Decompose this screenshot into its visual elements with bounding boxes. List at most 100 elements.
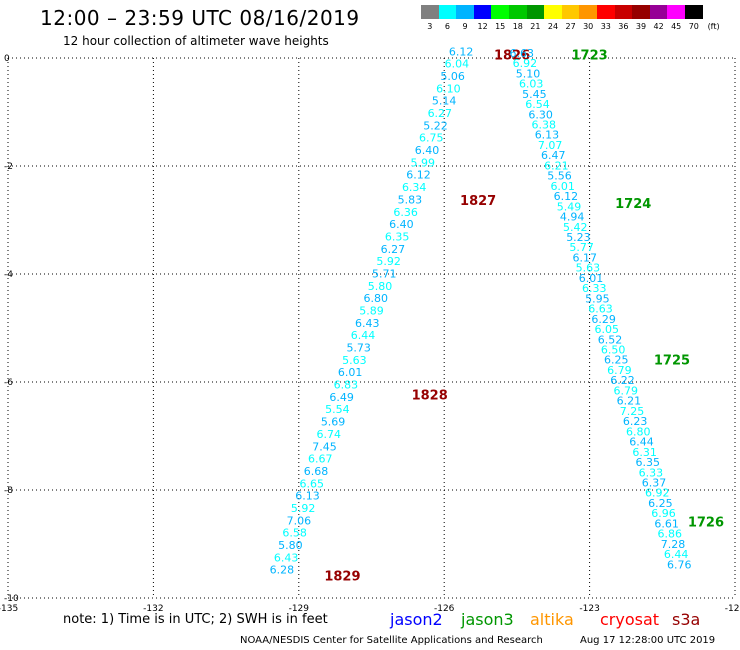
wave-height-label: 5.54: [325, 403, 350, 416]
scale-swatch: [473, 5, 492, 19]
wave-height-label: 5.63: [576, 262, 601, 275]
wave-height-label: 6.92: [645, 487, 670, 500]
wave-height-label: 6.47: [541, 149, 566, 162]
wave-height-label: 7.45: [312, 440, 337, 453]
scale-unit: (ft): [707, 22, 720, 31]
wave-height-label: 6.13: [535, 129, 560, 142]
wave-height-label: 5.92: [291, 502, 316, 515]
lon-tick-label: -129: [289, 604, 310, 614]
scale-swatch: [491, 5, 509, 19]
page-subtitle: 12 hour collection of altimeter wave hei…: [63, 34, 329, 48]
wave-height-label: 6.38: [532, 119, 557, 132]
footer-timestamp: Aug 17 12:28:00 UTC 2019: [580, 635, 716, 646]
wave-height-label: 6.01: [550, 180, 575, 193]
wave-height-label: 6.52: [598, 333, 623, 346]
wave-height-label: 6.50: [601, 344, 626, 357]
wave-height-label: 6.86: [658, 528, 683, 541]
wave-height-label: 5.22: [423, 119, 448, 132]
wave-height-label: 6.79: [607, 364, 632, 377]
scale-label: 21: [530, 22, 541, 31]
pass-time-label: 1828: [412, 389, 448, 404]
scale-label: 36: [618, 22, 629, 31]
wave-height-label: 6.96: [651, 507, 676, 520]
wave-height-label: 7.07: [538, 139, 563, 152]
pass-time-label: 1723: [572, 48, 608, 63]
wave-height-label: 6.28: [270, 564, 295, 577]
wave-height-label: 6.10: [436, 82, 461, 95]
lon-tick-label: -126: [434, 604, 455, 614]
wave-height-label: 6.17: [573, 251, 598, 264]
mission-jason2: jason2: [390, 610, 443, 629]
wave-height-label: 5.73: [346, 342, 371, 355]
wave-height-label: 6.27: [381, 243, 406, 256]
wave-height-label: 6.25: [648, 497, 673, 510]
wave-height-label: 5.14: [432, 95, 457, 108]
wave-height-label: 6.43: [274, 551, 299, 564]
mission-jason3: jason3: [461, 610, 514, 629]
scale-swatch: [667, 5, 685, 19]
wave-height-label: 7.28: [661, 538, 686, 551]
wave-height-label: 6.01: [338, 366, 363, 379]
wave-height-label: 6.27: [428, 107, 453, 120]
scale-label: 9: [462, 22, 468, 31]
wave-height-label: 6.12: [449, 45, 474, 58]
scale-label: 15: [495, 22, 506, 31]
scale-swatch: [544, 5, 562, 19]
scale-label: 3: [427, 22, 433, 31]
wave-height-label: 6.30: [528, 108, 553, 121]
scale-label: 70: [688, 22, 699, 31]
scale-swatch: [614, 5, 633, 19]
lon-tick-label: -123: [579, 604, 599, 614]
scale-swatch: [649, 5, 668, 19]
wave-height-label: 6.04: [445, 58, 470, 71]
wave-height-label: 6.40: [389, 218, 414, 231]
wave-height-label: 6.37: [642, 476, 667, 489]
wave-height-label: 6.44: [351, 329, 376, 342]
scale-swatch: [526, 5, 545, 19]
wave-height-label: 6.22: [610, 374, 635, 387]
wave-height-label: 5.56: [547, 170, 572, 183]
wave-height-label: 6.29: [591, 313, 616, 326]
scale-swatch: [438, 5, 457, 19]
scale-swatch: [561, 5, 580, 19]
wave-height-label: 6.01: [579, 272, 604, 285]
wave-height-label: 6.44: [664, 548, 689, 561]
scale-label: 39: [635, 22, 647, 31]
scale-swatch: [685, 5, 703, 19]
lat-tick-label: -6: [4, 378, 13, 388]
scale-swatch: [421, 5, 439, 19]
scale-label: 42: [653, 22, 664, 31]
scale-label: 12: [477, 22, 488, 31]
scale-label: 27: [565, 22, 576, 31]
scale-label: 33: [600, 22, 611, 31]
lat-tick-label: 0: [4, 54, 10, 64]
scale-label: 24: [547, 22, 559, 31]
wave-height-label: 5.80: [278, 539, 303, 552]
lat-tick-label: -8: [4, 486, 13, 496]
scale-swatch: [597, 5, 615, 19]
wave-height-label: 6.79: [613, 384, 638, 397]
wave-height-label: 6.80: [364, 292, 389, 305]
pass-time-label: 1826: [494, 48, 530, 63]
wave-height-label: 6.58: [282, 527, 307, 540]
wave-height-label: 6.75: [419, 132, 444, 145]
wave-height-label: 6.80: [626, 425, 651, 438]
wave-height-label: 6.05: [595, 323, 620, 336]
wave-height-label: 6.40: [415, 144, 440, 157]
wave-height-label: 6.35: [636, 456, 661, 469]
wave-height-label: 5.06: [440, 70, 465, 83]
scale-swatch: [632, 5, 650, 19]
lat-tick-label: -4: [4, 270, 13, 280]
wave-height-label: 6.68: [304, 465, 329, 478]
lon-tick-label: -135: [0, 604, 18, 614]
wave-height-label: 6.43: [355, 317, 380, 330]
wave-height-label: 5.89: [359, 305, 384, 318]
wave-height-label: 7.06: [287, 514, 312, 527]
scale-label: 30: [583, 22, 594, 31]
wave-height-label: 6.54: [525, 98, 550, 111]
wave-height-label: 5.10: [516, 67, 541, 80]
scale-label: 18: [512, 22, 523, 31]
wave-height-label: 4.94: [560, 211, 585, 224]
wave-height-label: 5.23: [566, 231, 591, 244]
